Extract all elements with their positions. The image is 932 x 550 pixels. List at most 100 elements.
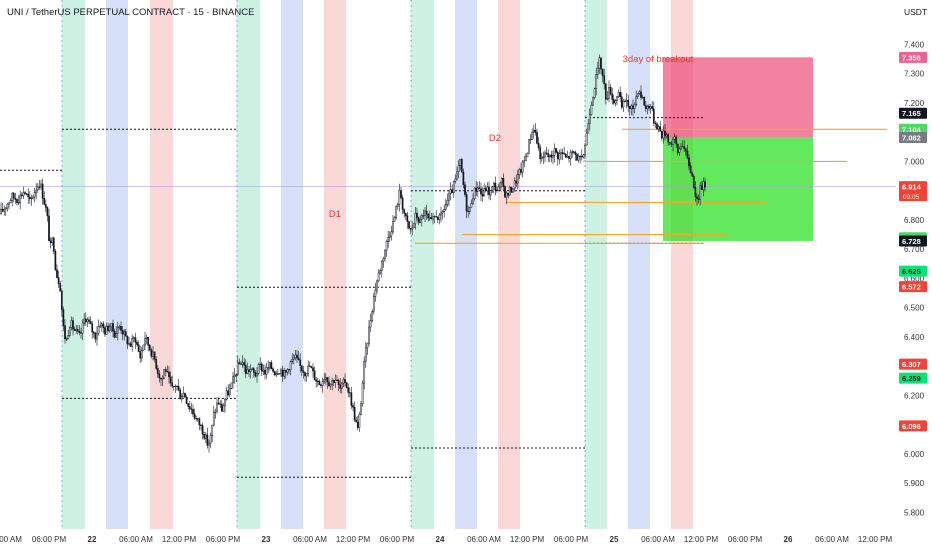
candle — [347, 383, 350, 398]
candle-body — [214, 410, 217, 413]
candle-body — [60, 290, 63, 310]
candle — [97, 319, 100, 336]
candle — [320, 383, 322, 389]
candle-body — [696, 196, 698, 199]
candle — [704, 177, 706, 192]
candle — [654, 120, 657, 129]
candle-body — [73, 328, 76, 331]
candle — [89, 316, 92, 324]
candle — [190, 402, 193, 414]
candle — [187, 403, 190, 410]
time-axis[interactable]: 12:00 AM 06:00 PM 22 06:00 AM 12:00 PM 06:00 … — [0, 529, 896, 550]
candle-body — [345, 382, 348, 388]
candle — [305, 373, 308, 382]
session-band — [237, 0, 260, 530]
candle-body — [297, 357, 300, 361]
candle — [537, 136, 540, 151]
candle — [73, 326, 76, 332]
candle-body — [635, 96, 638, 105]
candle — [363, 356, 366, 390]
candle-body — [4, 207, 7, 210]
candle-body — [416, 212, 418, 219]
candle-body — [72, 320, 74, 330]
candle-body — [700, 185, 703, 191]
candle — [208, 439, 210, 453]
candle-body — [556, 151, 559, 160]
candle-body — [518, 169, 521, 175]
candle-body — [280, 369, 282, 374]
candle-body — [342, 379, 345, 384]
candle — [358, 411, 361, 432]
candle — [585, 128, 588, 146]
candle — [214, 408, 217, 419]
candle-body — [640, 91, 642, 98]
candle — [379, 268, 382, 275]
candle-body — [97, 326, 100, 334]
candle-body — [292, 357, 295, 360]
candle-body — [344, 379, 346, 383]
candle — [409, 227, 412, 235]
candle — [452, 180, 455, 199]
candle — [606, 91, 609, 101]
candle-body — [216, 402, 218, 412]
candle — [352, 402, 354, 412]
candle — [420, 213, 423, 227]
candle-body — [270, 362, 273, 370]
candle — [432, 212, 434, 225]
candle-body — [155, 359, 158, 369]
candle — [80, 327, 82, 339]
candle — [531, 128, 534, 140]
candle-body — [467, 210, 470, 213]
candle — [624, 98, 626, 102]
session-band — [62, 0, 85, 530]
candle — [313, 366, 316, 381]
candle — [201, 422, 204, 440]
candle-body — [433, 216, 436, 218]
candle — [526, 152, 529, 158]
candle-body — [704, 181, 706, 188]
candle — [44, 199, 47, 212]
candle — [652, 101, 655, 127]
candle-body — [76, 329, 79, 332]
candle-body — [459, 158, 462, 166]
candle-body — [665, 134, 668, 137]
candle — [36, 182, 39, 193]
candle — [227, 384, 230, 397]
candle-body — [190, 408, 193, 410]
candle — [403, 208, 406, 218]
candle — [232, 371, 234, 389]
candle — [272, 367, 274, 373]
candle-body — [81, 322, 84, 334]
candle — [657, 124, 660, 133]
candle — [132, 335, 135, 343]
candle-body — [681, 146, 684, 148]
candle — [459, 158, 462, 171]
candle-body — [532, 129, 535, 133]
candle-body — [120, 326, 122, 331]
candle — [14, 192, 17, 204]
candle — [28, 191, 31, 204]
candle — [163, 369, 166, 379]
annotation-label: D2 — [489, 133, 501, 144]
candle-body — [673, 136, 676, 140]
candle — [267, 360, 270, 374]
currency-label[interactable]: USDT — [904, 7, 927, 17]
candle — [638, 90, 641, 96]
price-tick-label: 6.800 — [904, 216, 925, 225]
candle — [512, 188, 514, 194]
time-tick-label: 23 — [262, 535, 271, 544]
price-badge: 6.728 — [899, 235, 927, 247]
candle-body — [212, 412, 215, 426]
candle-body — [600, 57, 602, 70]
price-tick-label: 6.700 — [904, 245, 925, 254]
candle — [302, 366, 305, 379]
candle — [188, 400, 191, 412]
candle — [600, 57, 602, 75]
candle-body — [548, 154, 551, 157]
candle — [691, 170, 694, 177]
candle — [664, 124, 666, 141]
candle-body — [502, 178, 505, 187]
candle — [11, 191, 14, 207]
candle — [628, 105, 631, 116]
